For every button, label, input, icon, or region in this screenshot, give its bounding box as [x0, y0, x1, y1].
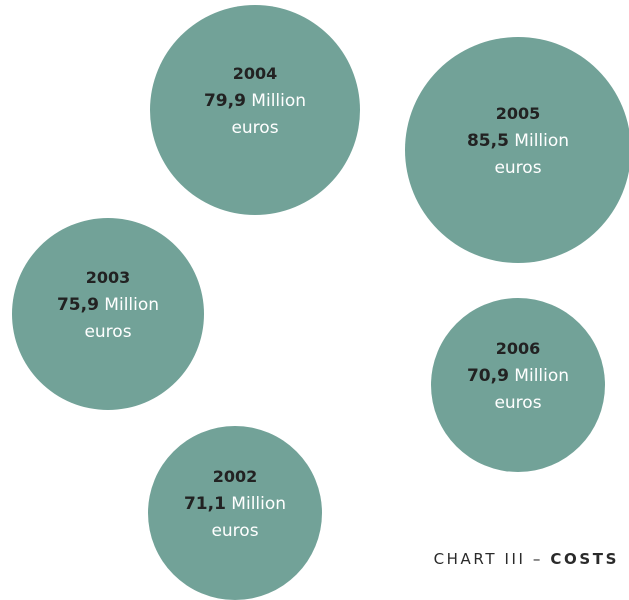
bubble-unit-word: Million [226, 494, 286, 514]
bubble-currency-word: euros [211, 521, 258, 541]
bubble-value-label: 71,1 Million [184, 494, 286, 514]
bubble-currency-word: euros [494, 158, 541, 178]
bubble-currency-word: euros [84, 322, 131, 342]
bubble-currency-word: euros [231, 118, 278, 138]
bubble-value-label: 75,9 Million [57, 295, 159, 315]
bubble-circle [405, 37, 629, 263]
bubble-2002: 2002 71,1 Million euros [148, 426, 322, 600]
bubble-circle [150, 5, 360, 215]
bubble-currency-word: euros [494, 393, 541, 413]
bubble-2004: 2004 79,9 Million euros [150, 5, 360, 215]
bubble-2006: 2006 70,9 Million euros [431, 298, 605, 472]
bubble-unit-word: Million [509, 366, 569, 386]
bubble-circle [12, 218, 204, 410]
chart-caption: CHART III – COSTS [434, 550, 619, 568]
bubble-year-label: 2003 [86, 268, 131, 287]
bubble-value-label: 79,9 Million [204, 91, 306, 111]
bubble-value-number: 75,9 [57, 295, 99, 315]
bubble-2003: 2003 75,9 Million euros [12, 218, 204, 410]
bubble-value-number: 71,1 [184, 494, 226, 514]
bubble-unit-word: Million [246, 91, 306, 111]
bubble-unit-word: Million [509, 131, 569, 151]
bubble-year-label: 2004 [233, 64, 278, 83]
bubble-2005: 2005 85,5 Million euros [405, 37, 629, 263]
caption-prefix: CHART III – [433, 550, 551, 568]
bubble-value-number: 79,9 [204, 91, 246, 111]
caption-emphasis: COSTS [550, 550, 619, 568]
bubble-year-label: 2002 [213, 467, 258, 486]
bubble-value-label: 85,5 Million [467, 131, 569, 151]
bubble-value-number: 70,9 [467, 366, 509, 386]
bubble-circle [431, 298, 605, 472]
bubble-year-label: 2006 [496, 339, 541, 358]
bubble-value-label: 70,9 Million [467, 366, 569, 386]
bubble-circle [148, 426, 322, 600]
bubble-unit-word: Million [99, 295, 159, 315]
bubble-year-label: 2005 [496, 104, 541, 123]
bubble-value-number: 85,5 [467, 131, 509, 151]
